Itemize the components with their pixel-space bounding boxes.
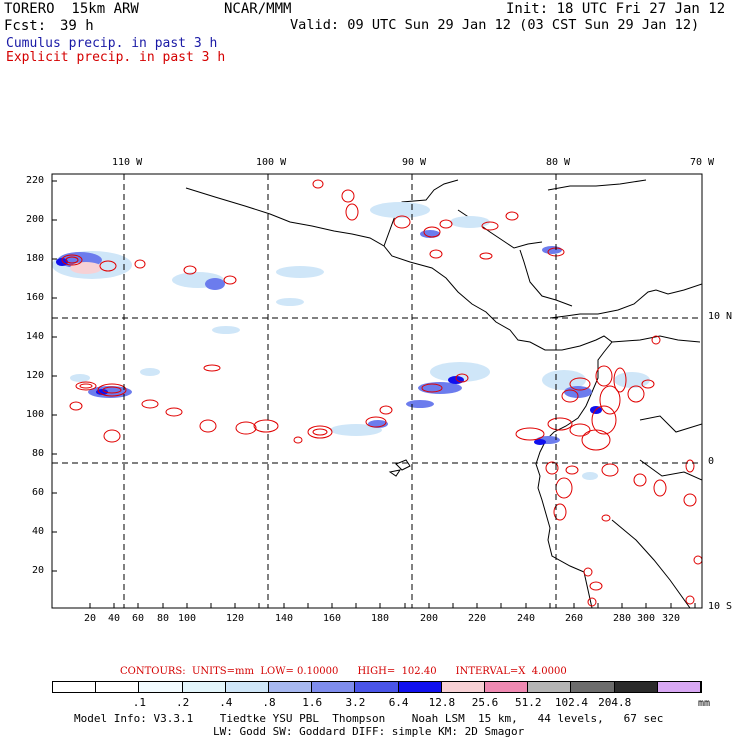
colorbar-cell xyxy=(312,682,356,692)
fcst-label: Fcst: xyxy=(4,18,47,34)
x-tick-label: 240 xyxy=(517,613,536,624)
colorbar-label: 51.2 xyxy=(515,696,542,709)
y-tick-label: 100 xyxy=(26,409,45,420)
lat-label-10n: 10 N xyxy=(708,311,733,322)
colorbar-cell xyxy=(441,682,485,692)
colorbar-label: 1.6 xyxy=(302,696,323,709)
x-tick-label: 320 xyxy=(662,613,681,624)
lat-label-10s: 10 S xyxy=(708,601,733,612)
model-info-line2: LW: Godd SW: Goddard DIFF: simple KM: 2D… xyxy=(213,725,525,738)
colorbar-cell xyxy=(139,682,183,692)
y-tick-marks xyxy=(52,180,57,572)
colorbar-unit: mm xyxy=(698,698,711,709)
precip-light xyxy=(52,202,650,480)
colorbar-cell xyxy=(355,682,399,692)
lat-lon-grid xyxy=(52,174,702,608)
precip-medium xyxy=(58,230,592,444)
lon-label-110w: 110 W xyxy=(112,157,143,168)
colorbar-label: 102.4 xyxy=(554,696,589,709)
colorbar-cell xyxy=(485,682,529,692)
colorbar-label: .1 xyxy=(132,696,147,709)
lon-label-70w: 70 W xyxy=(690,157,715,168)
x-tick-label: 280 xyxy=(613,613,632,624)
x-tick-label: 180 xyxy=(371,613,390,624)
precip-map xyxy=(51,173,703,609)
y-tick-label: 220 xyxy=(26,175,45,186)
x-tick-label: 20 xyxy=(84,613,97,624)
y-tick-label: 60 xyxy=(32,487,45,498)
model-name: TORERO 15km ARW xyxy=(4,1,139,17)
valid-time: Valid: 09 UTC Sun 29 Jan 12 (03 CST Sun … xyxy=(290,17,700,33)
x-tick-label: 100 xyxy=(178,613,197,624)
center-name: NCAR/MMM xyxy=(224,1,292,17)
x-tick-label: 80 xyxy=(157,613,170,624)
y-tick-label: 20 xyxy=(32,565,45,576)
contour-info: CONTOURS: UNITS=mm LOW= 0.10000 HIGH= 10… xyxy=(120,666,567,677)
x-tick-label: 300 xyxy=(637,613,656,624)
lon-label-80w: 80 W xyxy=(546,157,571,168)
colorbar-cell xyxy=(182,682,226,692)
colorbar-cell xyxy=(225,682,269,692)
lat-label-0: 0 xyxy=(708,456,715,467)
precip-strong xyxy=(56,258,602,445)
x-tick-label: 260 xyxy=(565,613,584,624)
y-tick-label: 40 xyxy=(32,526,45,537)
colorbar-cell xyxy=(571,682,615,692)
colorbar-label: 25.6 xyxy=(471,696,499,709)
colorbar-cell xyxy=(53,682,97,692)
colorbar-cell xyxy=(657,682,701,692)
x-tick-label: 220 xyxy=(468,613,487,624)
lon-label-90w: 90 W xyxy=(402,157,427,168)
y-tick-label: 160 xyxy=(26,292,45,303)
colorbar-cell xyxy=(269,682,313,692)
precip-pink xyxy=(70,262,102,274)
x-tick-label: 60 xyxy=(132,613,145,624)
x-tick-marks xyxy=(89,603,696,608)
colorbar-label: 204.8 xyxy=(598,696,632,709)
legend-cumulus: Cumulus precip. in past 3 h xyxy=(6,36,218,51)
x-tick-label: 200 xyxy=(420,613,439,624)
colorbar-label: .4 xyxy=(219,696,233,709)
init-time: Init: 18 UTC Fri 27 Jan 12 xyxy=(506,1,726,17)
y-tick-label: 80 xyxy=(32,448,45,459)
y-tick-label: 140 xyxy=(26,331,45,342)
colorbar-label: 6.4 xyxy=(388,696,409,709)
x-tick-label: 120 xyxy=(226,613,245,624)
lon-label-100w: 100 W xyxy=(256,157,287,168)
colorbar-label: 3.2 xyxy=(345,696,366,709)
x-tick-label: 160 xyxy=(323,613,342,624)
fcst-hours: 39 h xyxy=(60,18,94,34)
model-info-line1: Model Info: V3.3.1 Tiedtke YSU PBL Thomp… xyxy=(74,712,664,725)
colorbar-label: .8 xyxy=(262,696,276,709)
colorbar-cell xyxy=(614,682,658,692)
x-tick-label: 140 xyxy=(275,613,294,624)
y-tick-label: 120 xyxy=(26,370,45,381)
colorbar-cell xyxy=(96,682,140,692)
legend-explicit: Explicit precip. in past 3 h xyxy=(6,50,226,65)
y-tick-label: 200 xyxy=(26,214,45,225)
explicit-contours xyxy=(61,179,702,607)
y-tick-label: 180 xyxy=(26,253,45,264)
colorbar-cell xyxy=(528,682,572,692)
colorbar xyxy=(52,681,702,693)
x-tick-label: 40 xyxy=(108,613,121,624)
colorbar-label: 12.8 xyxy=(428,696,456,709)
map-frame xyxy=(51,173,703,609)
colorbar-cell xyxy=(398,682,442,692)
colorbar-label: .2 xyxy=(176,696,190,709)
coastlines xyxy=(185,179,702,608)
